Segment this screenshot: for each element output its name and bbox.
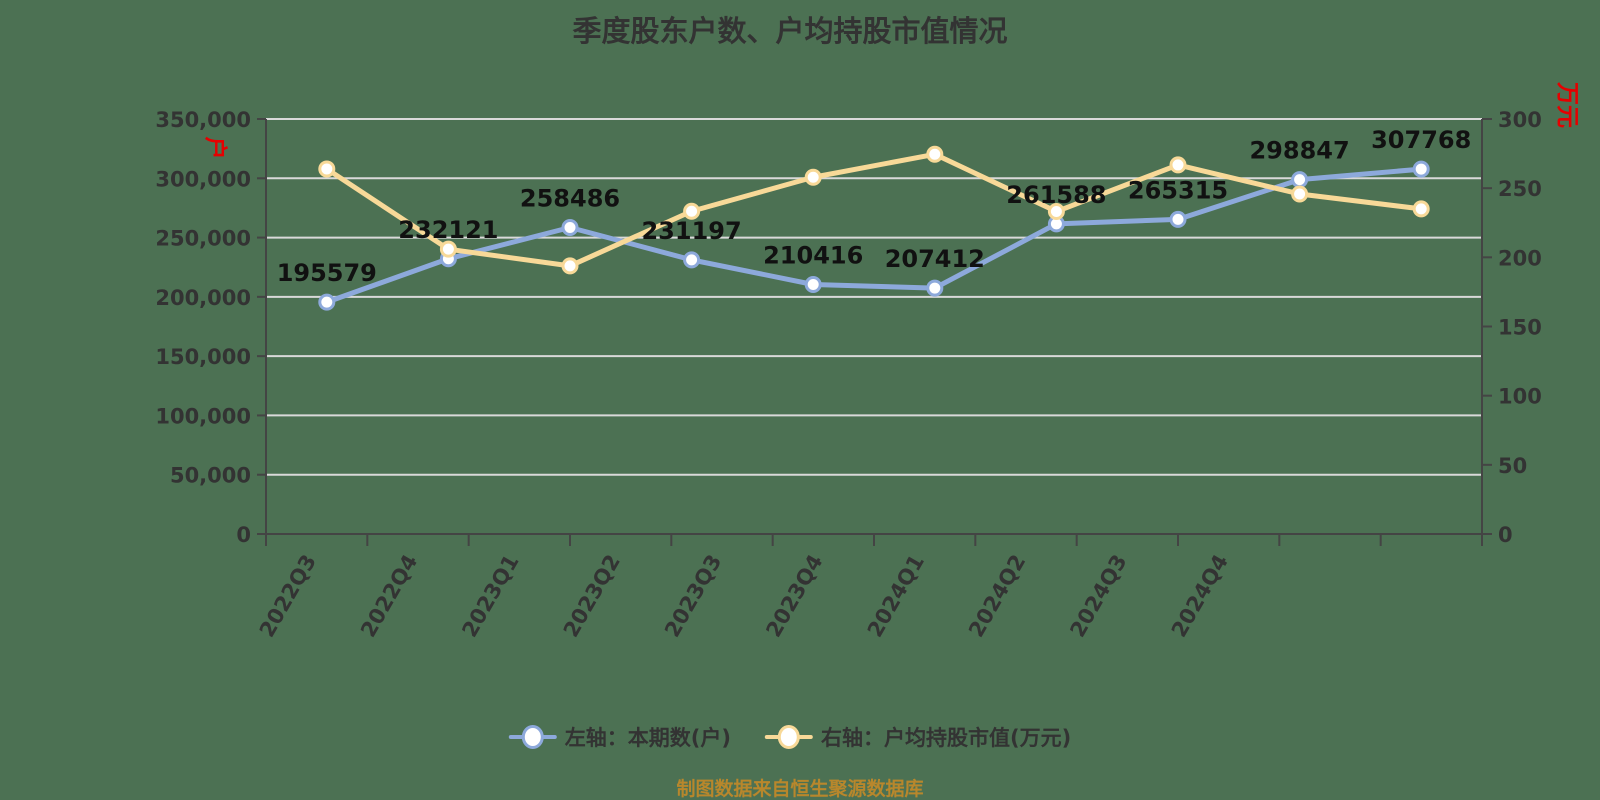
- data-label: 195579: [277, 259, 377, 287]
- right-axis-tick-label: 100: [1498, 385, 1542, 409]
- x-axis-label: 2024Q1: [863, 551, 929, 642]
- x-axis-label: 2023Q3: [660, 551, 726, 642]
- left-series-line: [324, 166, 1424, 305]
- legend-line-marker-icon: [765, 725, 813, 749]
- right-axis-tick-label: 200: [1498, 246, 1542, 270]
- left-axis-tick-label: 150,000: [155, 345, 251, 369]
- legend-item-1[interactable]: 右轴：户均持股市值(万元): [765, 722, 1071, 752]
- right-axis-tick-label: 0: [1498, 523, 1513, 547]
- left-series-marker: [1412, 160, 1430, 178]
- right-series-marker: [1412, 200, 1430, 218]
- left-axis-tick-label: 0: [236, 523, 251, 547]
- x-axis-label: 2023Q2: [559, 551, 625, 642]
- left-series-marker: [926, 279, 944, 297]
- legend-item-0[interactable]: 左轴：本期数(户): [508, 722, 731, 752]
- left-series-marker: [683, 251, 701, 269]
- left-series-marker: [1291, 171, 1309, 189]
- left-axis-tick-label: 350,000: [155, 108, 251, 132]
- right-series-marker: [561, 257, 579, 275]
- data-label: 210416: [763, 242, 863, 270]
- legend-item-label: 左轴：本期数(户): [564, 726, 731, 750]
- right-axis-tick-label: 250: [1498, 177, 1542, 201]
- data-label: 298847: [1249, 137, 1349, 165]
- right-series-marker: [1169, 156, 1187, 174]
- legend: 左轴：本期数(户) 右轴：户均持股市值(万元): [508, 722, 1071, 752]
- left-axis-tick-label: 50,000: [170, 464, 251, 488]
- right-axis-tick-label: 300: [1498, 108, 1542, 132]
- right-series-marker: [926, 145, 944, 163]
- data-source-note: 制图数据来自恒生聚源数据库: [676, 778, 924, 800]
- x-axis-label: 2024Q4: [1167, 551, 1233, 642]
- data-label: 207412: [885, 245, 985, 273]
- x-axis-label: 2023Q4: [761, 551, 827, 642]
- right-series-line: [324, 151, 1424, 269]
- right-axis-tick-label: 50: [1498, 454, 1527, 478]
- left-series-marker: [561, 219, 579, 237]
- right-series-marker: [1047, 203, 1065, 221]
- legend-item-label: 右轴：户均持股市值(万元): [821, 726, 1072, 750]
- right-series-marker: [439, 240, 457, 258]
- right-axis-tick-label: 150: [1498, 316, 1542, 340]
- left-axis-tick-label: 200,000: [155, 286, 251, 310]
- left-axis-tick-label: 250,000: [155, 227, 251, 251]
- left-series-marker: [804, 276, 822, 294]
- right-series-marker: [1291, 185, 1309, 203]
- right-series-marker: [318, 160, 336, 178]
- left-series-marker: [318, 293, 336, 311]
- data-label: 307768: [1371, 126, 1471, 154]
- x-axis-label: 2023Q1: [457, 551, 523, 642]
- data-label: 231197: [641, 217, 741, 245]
- right-series-marker: [804, 168, 822, 186]
- data-label: 261588: [1006, 181, 1106, 209]
- left-axis-tick-label: 300,000: [155, 167, 251, 191]
- legend-line-marker-icon: [508, 725, 557, 749]
- right-series-marker: [683, 202, 701, 220]
- data-label: 258486: [520, 185, 620, 213]
- data-label: 265315: [1128, 176, 1228, 204]
- x-axis-label: 2022Q4: [356, 551, 422, 642]
- x-axis-label: 2024Q2: [964, 551, 1030, 642]
- chart-title: 季度股东户数、户均持股市值情况: [572, 14, 1008, 48]
- data-label: 232121: [398, 216, 498, 244]
- left-series-marker: [1169, 210, 1187, 228]
- right-axis-name: 万元: [1554, 82, 1580, 128]
- x-axis-label: 2022Q3: [255, 551, 321, 642]
- left-axis-tick-label: 100,000: [155, 404, 251, 428]
- left-axis-name: 户: [202, 137, 229, 160]
- x-axis-label: 2024Q3: [1065, 551, 1131, 642]
